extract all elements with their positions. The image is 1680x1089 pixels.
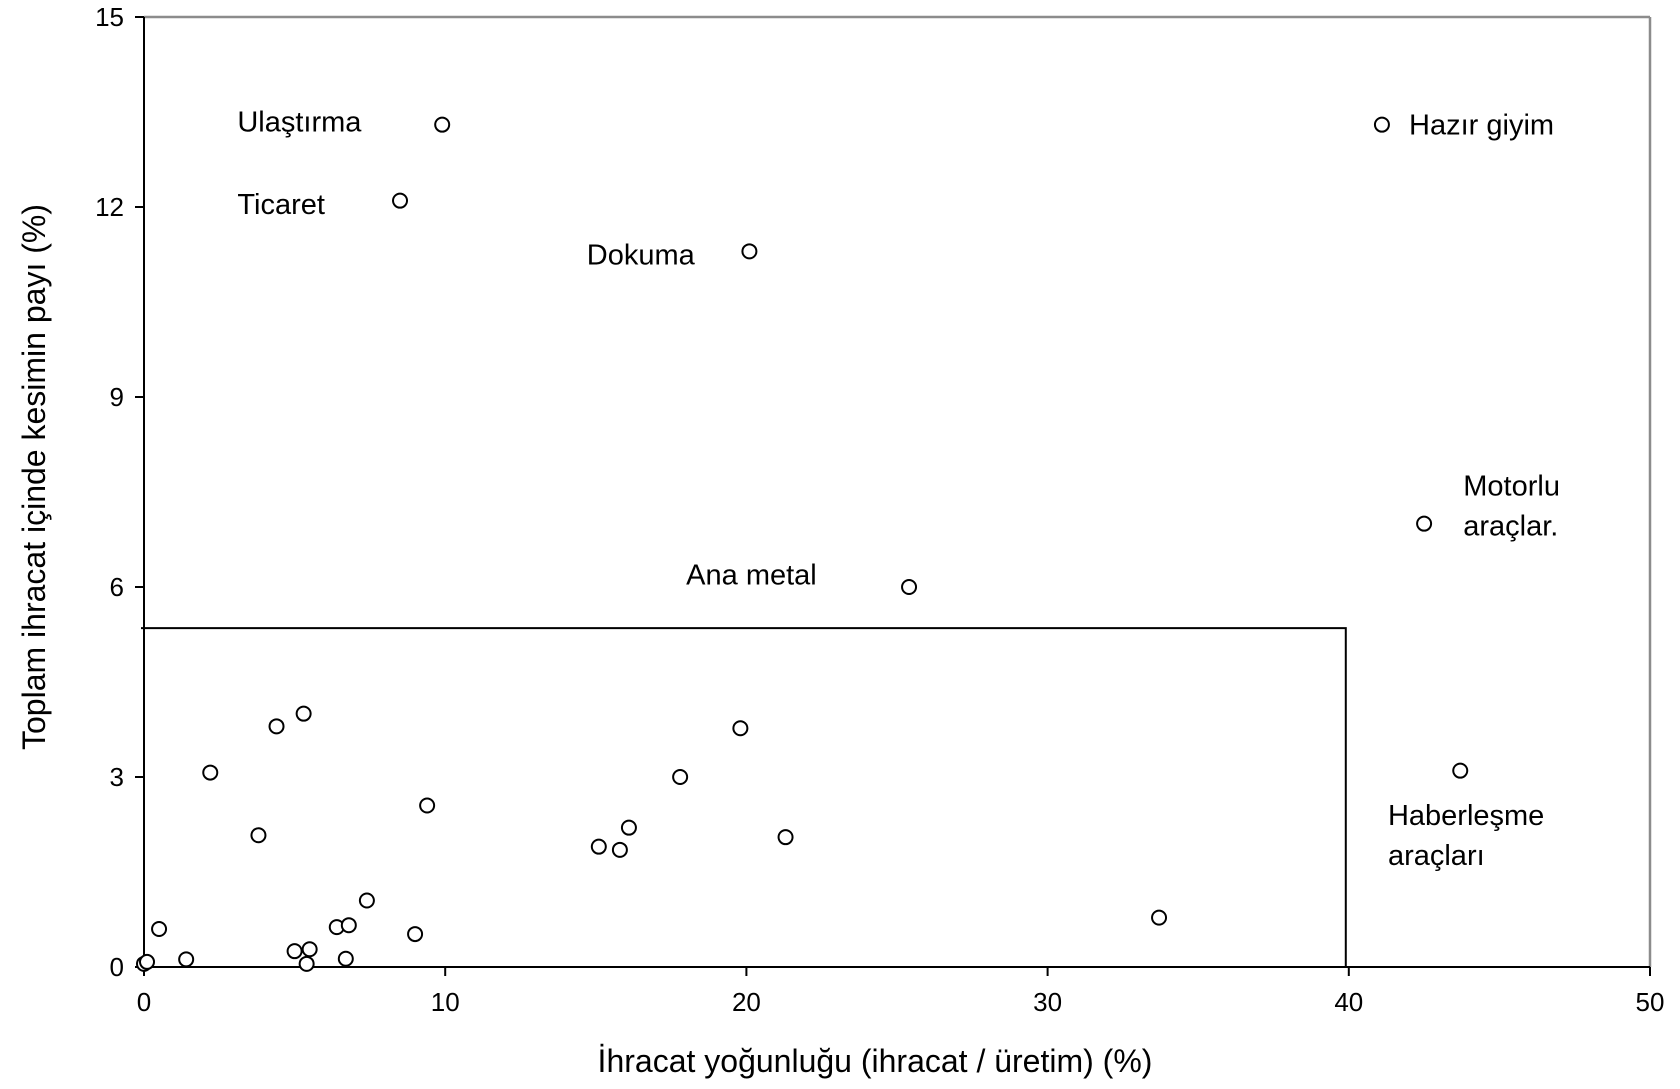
data-point <box>392 192 409 209</box>
y-tick-label: 0 <box>110 952 124 982</box>
data-point <box>295 705 312 722</box>
annotation-label: Ulaştırma <box>237 107 362 139</box>
data-point <box>337 950 354 967</box>
data-point <box>732 720 749 737</box>
y-axis-title: Toplam ihracat içinde kesimin payı (%) <box>16 204 52 750</box>
annotation-label: Ana metal <box>686 559 817 591</box>
data-point <box>268 718 285 735</box>
x-tick-label: 20 <box>732 987 761 1017</box>
data-point <box>901 579 918 595</box>
data-point <box>286 943 303 960</box>
data-point <box>741 243 758 260</box>
data-point <box>620 819 637 836</box>
reference-box <box>141 627 1347 967</box>
data-point <box>407 926 424 943</box>
data-point <box>1373 116 1390 133</box>
data-point <box>1416 515 1433 532</box>
y-tick-label: 3 <box>110 762 124 792</box>
data-point <box>151 921 168 937</box>
x-tick-label: 0 <box>137 987 151 1017</box>
x-tick-label: 10 <box>431 987 460 1017</box>
annotation-label: Dokuma <box>587 240 696 272</box>
data-point <box>1452 762 1469 779</box>
data-point <box>611 841 628 858</box>
x-tick-label: 30 <box>1033 987 1062 1017</box>
y-tick-label: 12 <box>95 192 124 222</box>
data-point <box>178 951 195 968</box>
data-point <box>1151 909 1168 926</box>
annotation-label: Motorlu araçlar. <box>1463 471 1560 543</box>
data-point <box>777 829 794 846</box>
data-point <box>590 838 607 855</box>
y-tick-label: 15 <box>95 2 124 32</box>
annotation-label: Haberleşme araçları <box>1388 800 1544 872</box>
x-tick-label: 50 <box>1636 987 1665 1017</box>
y-tick-label: 6 <box>110 572 124 602</box>
y-tick-label: 9 <box>110 382 124 412</box>
data-point <box>434 116 451 133</box>
annotation-label: Hazır giyim <box>1409 110 1554 142</box>
x-axis-title: İhracat yoğunluğu (ihracat / üretim) (%) <box>598 1043 1153 1079</box>
annotation-label: Ticaret <box>237 189 325 221</box>
data-point <box>419 797 436 814</box>
data-point <box>139 953 156 970</box>
data-point <box>250 827 267 844</box>
data-point <box>202 764 219 781</box>
x-tick-label: 40 <box>1334 987 1363 1017</box>
data-point <box>358 892 375 909</box>
data-point <box>672 769 689 785</box>
data-point <box>298 955 315 972</box>
data-point <box>301 941 318 958</box>
data-point <box>340 917 357 934</box>
